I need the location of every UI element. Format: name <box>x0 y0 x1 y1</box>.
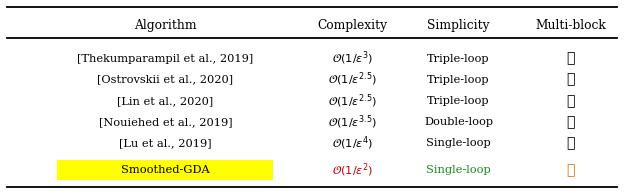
Text: Algorithm: Algorithm <box>134 19 197 32</box>
Text: ✗: ✗ <box>567 115 575 129</box>
Text: [Thekumparampil et al., 2019]: [Thekumparampil et al., 2019] <box>77 54 253 64</box>
Text: [Ostrovskii et al., 2020]: [Ostrovskii et al., 2020] <box>97 75 233 85</box>
Text: $\mathcal{O}(1/\epsilon^{2.5})$: $\mathcal{O}(1/\epsilon^{2.5})$ <box>328 92 377 110</box>
Text: ✗: ✗ <box>567 73 575 87</box>
Text: Double-loop: Double-loop <box>424 117 493 127</box>
Text: [Lu et al., 2019]: [Lu et al., 2019] <box>119 138 212 148</box>
Text: Triple-loop: Triple-loop <box>427 75 490 85</box>
Text: Simplicity: Simplicity <box>427 19 490 32</box>
Text: Smoothed-GDA: Smoothed-GDA <box>121 165 210 175</box>
Text: ✓: ✓ <box>567 163 575 177</box>
Text: $\mathcal{O}(1/\epsilon^{4})$: $\mathcal{O}(1/\epsilon^{4})$ <box>332 134 373 152</box>
Text: ✗: ✗ <box>567 94 575 108</box>
Text: ✓: ✓ <box>567 136 575 150</box>
Text: Single-loop: Single-loop <box>426 165 491 175</box>
Text: $\mathcal{O}(1/\epsilon^{2.5})$: $\mathcal{O}(1/\epsilon^{2.5})$ <box>328 71 377 89</box>
Text: $\mathcal{O}(1/\epsilon^{3.5})$: $\mathcal{O}(1/\epsilon^{3.5})$ <box>328 113 377 131</box>
Text: Triple-loop: Triple-loop <box>427 96 490 106</box>
Text: Triple-loop: Triple-loop <box>427 54 490 64</box>
Text: [Nouiehed et al., 2019]: [Nouiehed et al., 2019] <box>99 117 232 127</box>
Text: Multi-block: Multi-block <box>535 19 607 32</box>
Text: $\mathcal{O}(1/\epsilon^{2})$: $\mathcal{O}(1/\epsilon^{2})$ <box>332 161 373 179</box>
Text: $\mathcal{O}(1/\epsilon^{3})$: $\mathcal{O}(1/\epsilon^{3})$ <box>332 50 373 67</box>
Text: ✗: ✗ <box>567 52 575 65</box>
Text: Single-loop: Single-loop <box>426 138 491 148</box>
FancyBboxPatch shape <box>57 160 273 180</box>
Text: Complexity: Complexity <box>318 19 388 32</box>
Text: [Lin et al., 2020]: [Lin et al., 2020] <box>117 96 213 106</box>
